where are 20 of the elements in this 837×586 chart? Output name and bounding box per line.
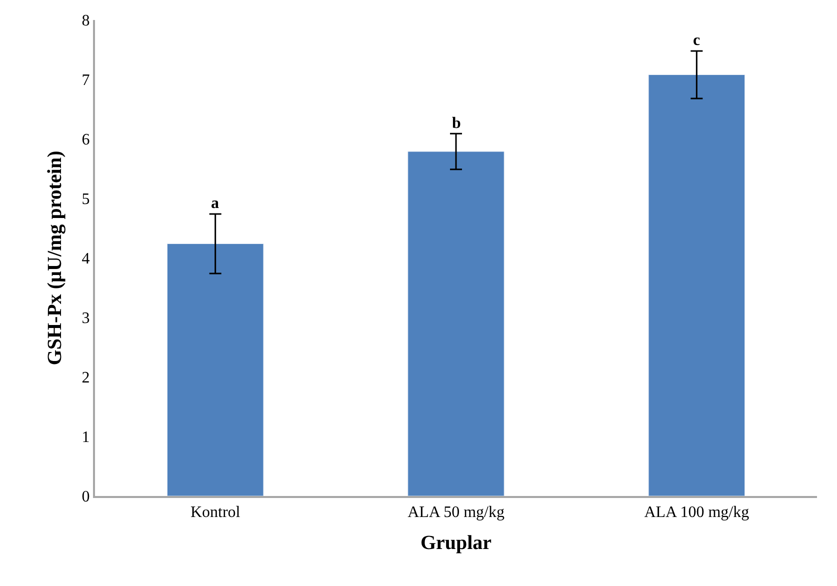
y-tick-label: 8 — [82, 12, 90, 30]
x-axis-title: Gruplar — [420, 532, 492, 554]
y-tick-label: 1 — [82, 429, 90, 446]
x-tick-label: Kontrol — [190, 504, 241, 522]
x-tick-label: ALA 50 mg/kg — [408, 504, 504, 522]
annotation: c — [693, 32, 700, 49]
y-tick-label: 5 — [82, 191, 90, 208]
y-axis-title: GSH-Px (µU/mg protein) — [44, 150, 66, 366]
y-tick-label: 4 — [82, 250, 90, 268]
y-tick-label: 3 — [82, 310, 90, 328]
annotation: a — [211, 195, 219, 212]
annotation: b — [452, 115, 461, 132]
x-tick-label: ALA 100 mg/kg — [644, 504, 750, 522]
y-tick-label: 2 — [82, 370, 90, 387]
y-tick-label: 6 — [82, 132, 90, 149]
bar — [166, 243, 264, 496]
bar — [408, 151, 504, 496]
bar — [648, 74, 746, 496]
y-tick-label: 7 — [82, 72, 90, 90]
y-tick-label: 0 — [82, 488, 90, 506]
